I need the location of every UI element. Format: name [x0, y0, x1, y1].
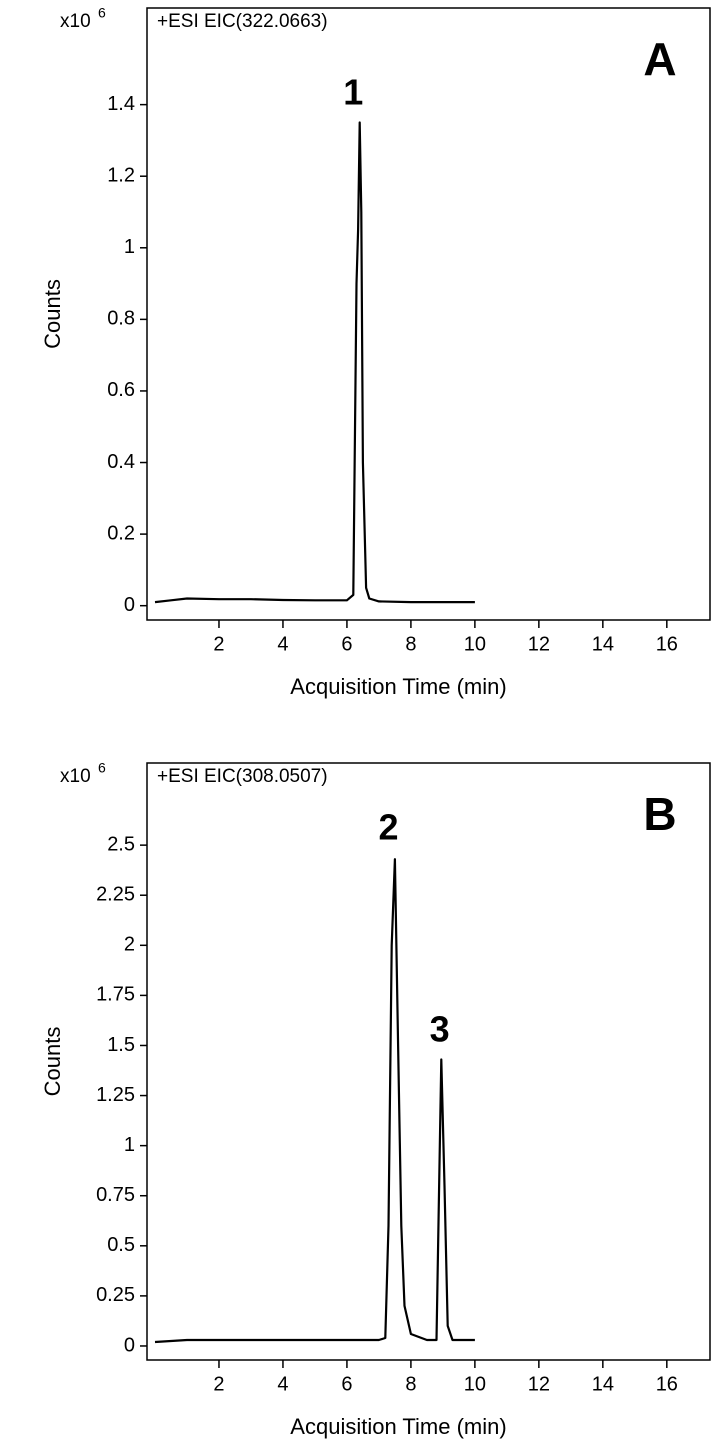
peak-label: 1: [343, 72, 363, 113]
panel-label: B: [643, 788, 676, 840]
y-axis-title: Counts: [40, 1027, 65, 1097]
y-tick-label: 2.25: [96, 884, 135, 906]
y-tick-label: 2: [124, 934, 135, 956]
y-tick-label: 0: [124, 1334, 135, 1356]
y-tick-label: 0.5: [107, 1234, 135, 1256]
x-tick-label: 2: [213, 1373, 224, 1395]
x-tick-label: 16: [656, 1373, 678, 1395]
plot-frame: [146, 7, 711, 621]
x-tick-label: 6: [341, 633, 352, 655]
scale-exponent: 6: [98, 760, 106, 776]
y-tick-label: 0.2: [107, 522, 135, 544]
x-tick-label: 8: [405, 633, 416, 655]
peak-label: 2: [378, 807, 398, 848]
x-tick-label: 12: [528, 1373, 550, 1395]
x-axis-title: Acquisition Time (min): [290, 1414, 506, 1439]
x-tick-label: 2: [213, 633, 224, 655]
y-tick-label: 1.75: [96, 984, 135, 1006]
trace: [154, 121, 475, 604]
trace: [154, 858, 475, 1344]
y-tick-label: 1.25: [96, 1084, 135, 1106]
y-tick-label: 1.5: [107, 1034, 135, 1056]
y-tick-label: 0.25: [96, 1284, 135, 1306]
y-tick-label: 0.4: [107, 451, 135, 473]
plot-frame: [146, 762, 711, 1361]
x-tick-label: 10: [464, 1373, 486, 1395]
y-axis-title: Counts: [40, 279, 65, 349]
y-tick-label: 0: [124, 594, 135, 616]
x-tick-label: 8: [405, 1373, 416, 1395]
x-tick-label: 14: [592, 1373, 614, 1395]
x-tick-label: 10: [464, 633, 486, 655]
x-tick-label: 12: [528, 633, 550, 655]
peak-label: 3: [430, 1009, 450, 1050]
chart-title: +ESI EIC(322.0663): [157, 11, 328, 32]
x-tick-label: 4: [277, 1373, 288, 1395]
y-tick-label: 1: [124, 236, 135, 258]
scale-exponent: 6: [98, 5, 106, 21]
x-tick-label: 4: [277, 633, 288, 655]
x-tick-label: 16: [656, 633, 678, 655]
y-tick-label: 2.5: [107, 833, 135, 855]
panel-label: A: [643, 33, 676, 85]
x-tick-label: 6: [341, 1373, 352, 1395]
y-tick-label: 0.8: [107, 308, 135, 330]
scale-label: x10: [60, 11, 91, 32]
x-tick-label: 14: [592, 633, 614, 655]
y-tick-label: 1: [124, 1134, 135, 1156]
y-tick-label: 1.2: [107, 164, 135, 186]
y-tick-label: 0.75: [96, 1184, 135, 1206]
y-tick-label: 0.6: [107, 379, 135, 401]
x-axis-title: Acquisition Time (min): [290, 674, 506, 699]
scale-label: x10: [60, 766, 91, 787]
chart-title: +ESI EIC(308.0507): [157, 766, 328, 787]
y-tick-label: 1.4: [107, 93, 135, 115]
